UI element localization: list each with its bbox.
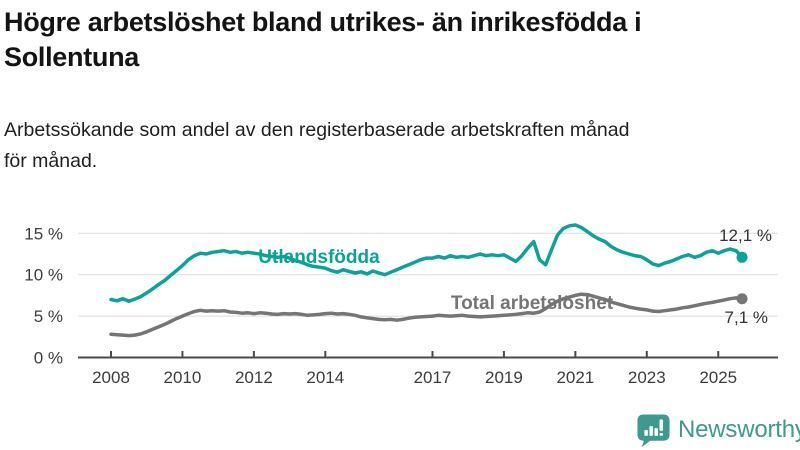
- y-axis-tick-label: 15 %: [24, 224, 63, 243]
- series-end-dot-utlandsfodda: [736, 251, 748, 263]
- chart-title: Högre arbetslöshet bland utrikes- än inr…: [4, 5, 796, 75]
- series-label-total: Total arbetslöshet: [451, 293, 614, 314]
- series-line-total: [109, 292, 744, 338]
- series-line-utlandsfodda: [109, 223, 744, 303]
- x-axis-tick-label: 2012: [235, 368, 273, 387]
- x-axis-tick-label: 2010: [164, 368, 202, 387]
- series-label-utlandsfodda: Utlandsfödda: [258, 247, 380, 268]
- x-axis-tick-label: 2014: [306, 368, 344, 387]
- chart-subtitle-line-1: Arbetssökande som andel av den registerb…: [4, 119, 630, 141]
- bar-chart-speech-bubble-icon: [637, 413, 670, 448]
- x-axis-tick-label: 2025: [699, 368, 737, 387]
- chart-title-line-2: Sollentuna: [4, 42, 140, 73]
- chart-subtitle-line-2: för månad.: [4, 150, 98, 173]
- x-axis-tick-label: 2019: [485, 368, 523, 387]
- chart-subtitle: Arbetssökande som andel av den registerb…: [4, 115, 796, 177]
- newsworthy-logo: Newsworthy: [636, 412, 800, 448]
- chart-title-line-1: Högre arbetslöshet bland utrikes- än inr…: [4, 7, 642, 37]
- x-axis-tick-label: 2021: [556, 368, 594, 387]
- series-end-dot-total: [736, 293, 748, 305]
- y-axis-tick-label: 10 %: [24, 266, 63, 285]
- x-axis-tick-label: 2023: [628, 368, 666, 387]
- y-axis-tick-label: 5 %: [34, 307, 63, 326]
- series-end-value-label-total: 7,1 %: [725, 308, 768, 327]
- y-axis-tick-label: 0 %: [34, 349, 63, 368]
- series-end-value-label-utlandsfodda: 12,1 %: [719, 226, 772, 245]
- newsworthy-logo-text: Newsworthy: [678, 416, 800, 443]
- x-axis-tick-label: 2017: [414, 368, 452, 387]
- x-axis-tick-label: 2008: [92, 368, 130, 387]
